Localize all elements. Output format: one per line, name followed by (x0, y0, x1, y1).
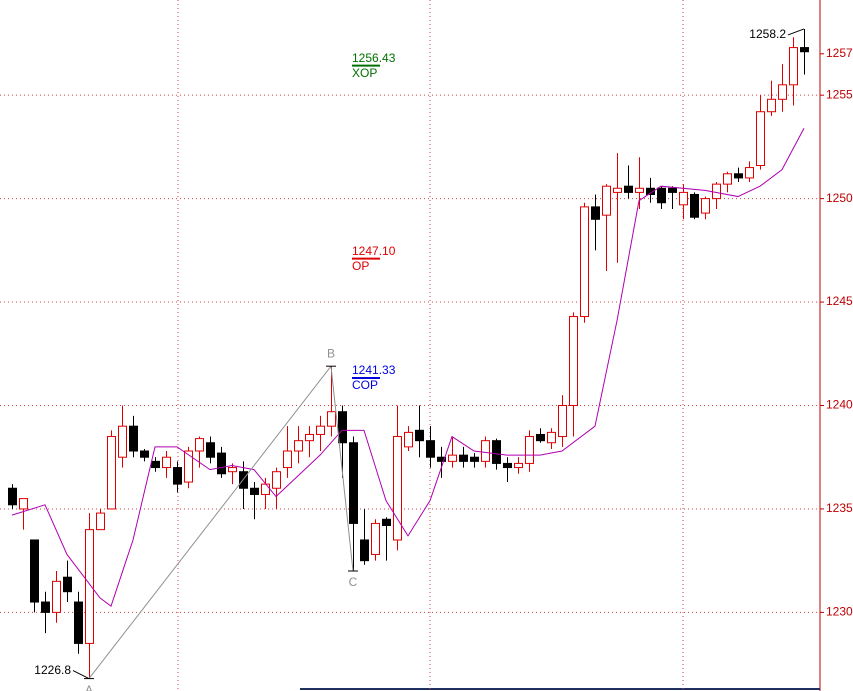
candle-body (30, 539, 39, 603)
candle-body (558, 404, 567, 438)
candle-body (481, 440, 490, 462)
candle-body (316, 425, 325, 435)
candle-body (800, 47, 809, 53)
candle-body (635, 187, 644, 193)
pattern-line (330, 366, 354, 572)
y-tick-label: 1230 (826, 605, 853, 619)
level-name: XOP (352, 66, 377, 80)
candle-body (657, 187, 666, 204)
candle-body (734, 173, 743, 179)
candle-body (63, 576, 72, 593)
candle-body (206, 442, 215, 458)
candle-body (184, 450, 193, 483)
level-name: COP (352, 378, 378, 392)
level-name: OP (352, 259, 369, 273)
candle-body (745, 167, 754, 179)
candle-body (360, 539, 369, 562)
candle-body (173, 467, 182, 485)
candle-body (8, 487, 17, 506)
candle-body (338, 411, 347, 444)
point-label: A (85, 683, 93, 691)
candle-body (393, 436, 402, 541)
y-tick-label: 1235 (826, 501, 853, 515)
candle-body (679, 191, 688, 206)
level-value: 1247.10 (352, 244, 396, 258)
candle-body (239, 471, 248, 489)
candle-body (580, 206, 589, 318)
candle-body (261, 483, 270, 495)
extreme-label: 1258.2 (749, 27, 786, 41)
price-label: 1257 (826, 46, 853, 60)
candle-body (404, 431, 413, 448)
candle-body (19, 498, 28, 510)
candle-body (624, 185, 633, 193)
candle-body (646, 187, 655, 195)
candle-body (129, 425, 138, 452)
candle-body (536, 433, 545, 442)
point-label: B (327, 346, 335, 360)
candle-body (217, 452, 226, 475)
candle-body (272, 471, 281, 489)
candle-body (789, 47, 798, 86)
candle-body (96, 512, 105, 531)
candle-body (371, 522, 380, 555)
candle-body (591, 206, 600, 220)
level-value: 1256.43 (352, 51, 396, 65)
candle-body (668, 187, 677, 193)
y-tick-label: 1240 (826, 398, 853, 412)
candle-body (514, 462, 523, 469)
candle-body (228, 467, 237, 473)
candle-body (74, 601, 83, 644)
candle-body (151, 460, 160, 469)
candle-body (448, 454, 457, 462)
moving-average (11, 128, 805, 607)
candle-body (382, 518, 391, 526)
candle-body (41, 601, 50, 613)
candle-body (525, 436, 534, 464)
pattern-line (88, 365, 332, 679)
candle-body (349, 442, 358, 524)
candle-body (756, 111, 765, 167)
candle-body (569, 316, 578, 406)
candle-body (415, 429, 424, 442)
extreme-label: 1226.8 (34, 663, 71, 677)
candle-body (459, 454, 468, 462)
candle-body (327, 411, 336, 427)
candle-body (52, 580, 61, 613)
y-tick-label: 1255 (826, 87, 853, 101)
candle-body (85, 529, 94, 644)
candle-body (778, 84, 787, 100)
candle-body (195, 438, 204, 452)
candle-body (107, 436, 116, 510)
candle-body (767, 98, 776, 113)
candle-body (503, 462, 512, 469)
candle-body (294, 440, 303, 452)
candle-body (470, 456, 479, 462)
candle-body (712, 183, 721, 200)
candle-body (723, 173, 732, 185)
y-tick-label: 1250 (826, 191, 853, 205)
level-value: 1241.33 (352, 363, 396, 377)
label-leader (72, 670, 90, 680)
point-label: C (349, 575, 358, 589)
candle-body (118, 425, 127, 458)
candle-body (437, 456, 446, 462)
y-tick-label: 1245 (826, 294, 853, 308)
candle-body (602, 185, 611, 216)
candle-body (426, 440, 435, 458)
candle-body (613, 187, 622, 193)
candle-body (690, 193, 699, 218)
candle-body (492, 440, 501, 464)
candle-body (701, 198, 710, 214)
label-leader (787, 28, 805, 36)
candle-body (547, 431, 556, 444)
candle-body (283, 450, 292, 469)
candle-body (140, 450, 149, 458)
candle-body (250, 487, 259, 495)
candle-body (162, 456, 171, 469)
candle-body (305, 433, 314, 442)
